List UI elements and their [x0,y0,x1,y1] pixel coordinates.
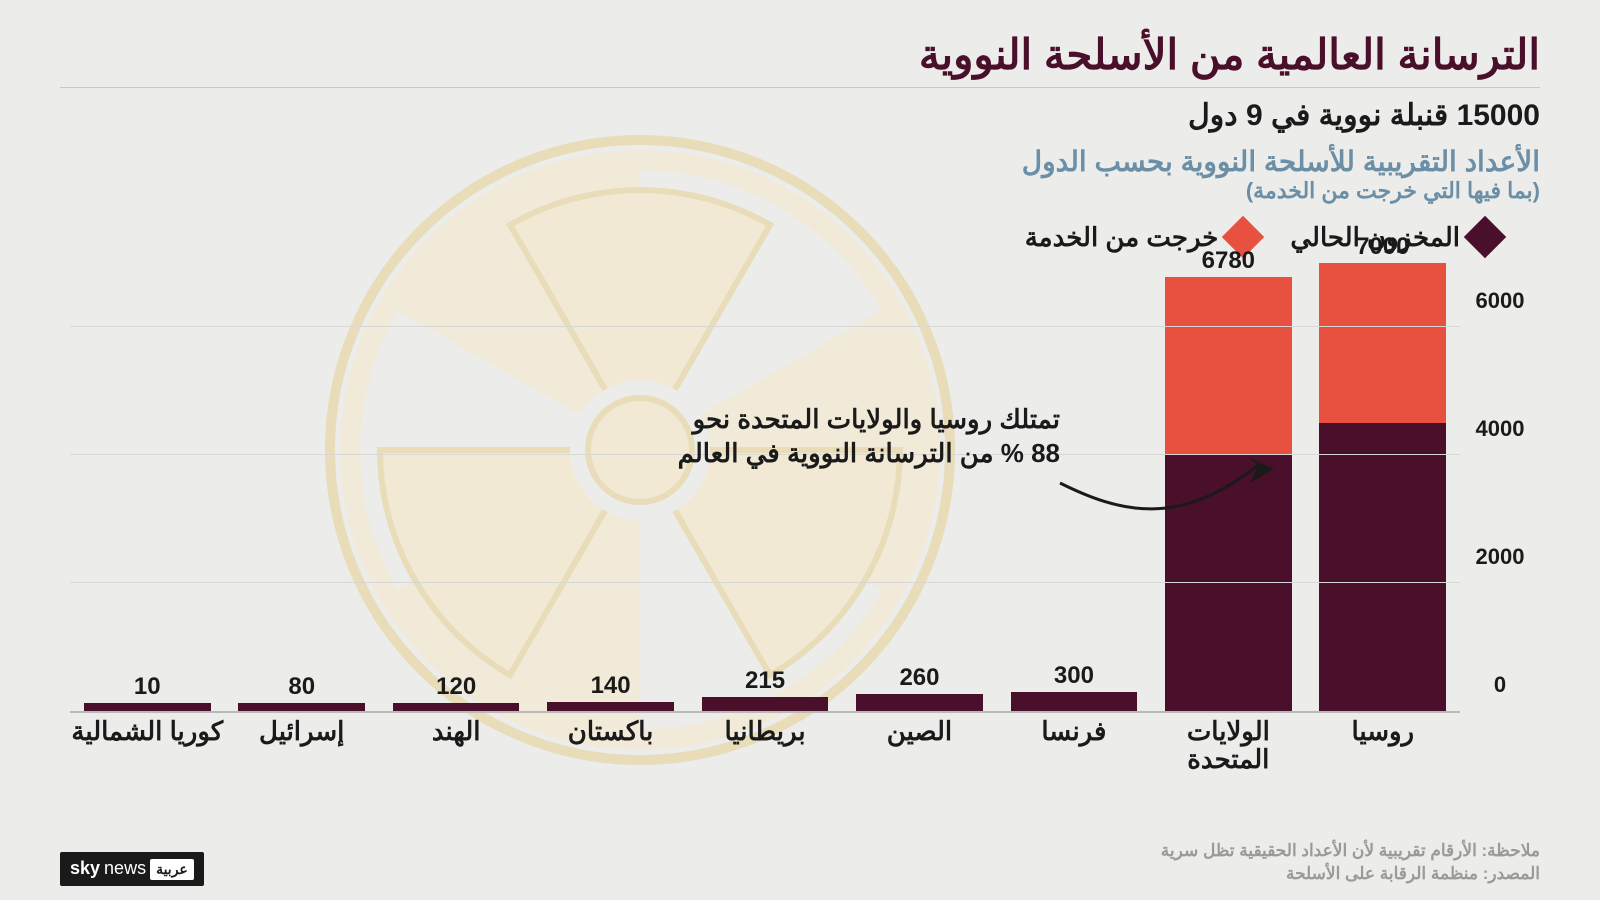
divider [60,87,1540,88]
bar: 7000 [1319,263,1446,711]
bar-value-label: 260 [856,664,983,692]
bar-slot: 6780 [1151,263,1305,711]
bar-value-label: 140 [547,672,674,700]
bar-chart: 70006780 300 260 215 140 120 80 10 0 2000 4000 600… [70,263,1540,773]
subtitle: 15000 قنبلة نووية في 9 دول [60,98,1540,133]
description-line2: (بما فيها التي خرجت من الخدمة) [60,178,1540,204]
bar-segment-current [84,703,211,711]
y-tick-label: 4000 [1470,416,1530,442]
y-tick-label: 6000 [1470,288,1530,314]
annotation-text: تمتلك روسيا والولايات المتحدة نحو 88 % م… [590,403,1060,471]
bar-value-label: 10 [84,673,211,701]
bar-segment-current [393,703,520,711]
bar-value-label: 80 [238,673,365,701]
x-label: روسيا [1306,713,1460,773]
bar: 215 [702,697,829,711]
logo-brand2: news [104,858,146,879]
bar-value-label: 7000 [1319,233,1446,261]
x-label: باكستان [533,713,687,773]
bar: 260 [856,694,983,711]
bar-segment-current [238,703,365,711]
source-logo: sky news عربية [60,852,204,886]
bar: 120 [393,703,520,711]
main-title: الترسانة العالمية من الأسلحة النووية [60,30,1540,79]
x-label: الهند [379,713,533,773]
footer: ملاحظة: الأرقام تقريبية لأن الأعداد الحق… [60,840,1540,886]
x-axis-labels: روسياالولايات المتحدةفرنساالصينبريطانياب… [70,713,1460,773]
bar-segment-current [1165,455,1292,711]
bar-slot: 300 [997,263,1151,711]
bar: 10 [84,703,211,711]
bar-value-label: 215 [702,667,829,695]
bar-slot: 140 [533,263,687,711]
gridline [70,326,1460,327]
swatch-current [1464,216,1506,258]
bar-segment-current [1011,692,1138,711]
bar-value-label: 6780 [1165,247,1292,275]
logo-brand1: sky [70,858,100,879]
x-label: الولايات المتحدة [1151,713,1305,773]
footnote-source: المصدر: منظمة الرقابة على الأسلحة [1161,863,1540,886]
bar-slot: 7000 [1306,263,1460,711]
bar: 6780 [1165,277,1292,711]
bar-segment-current [547,702,674,711]
infographic-container: الترسانة العالمية من الأسلحة النووية 150… [0,0,1600,900]
x-label: الصين [842,713,996,773]
bar: 300 [1011,692,1138,711]
bar-slot: 260 [842,263,996,711]
bar-segment-current [1319,423,1446,711]
description-line1: الأعداد التقريبية للأسلحة النووية بحسب ا… [60,147,1540,178]
bar-slot: 215 [688,263,842,711]
bar: 80 [238,703,365,711]
bar-segment-current [856,694,983,711]
gridline [70,582,1460,583]
logo-suffix: عربية [150,859,194,880]
x-label: فرنسا [997,713,1151,773]
bar: 140 [547,702,674,711]
bar-segment-current [702,697,829,711]
bar-segment-retired [1319,263,1446,423]
bar-value-label: 300 [1011,662,1138,690]
x-label: كوريا الشمالية [70,713,224,773]
bar-segment-retired [1165,277,1292,455]
y-tick-label: 0 [1470,672,1530,698]
bar-slot: 80 [225,263,379,711]
x-label: بريطانيا [688,713,842,773]
plot-area: 700067803002602151401208010 020004000600… [70,263,1460,713]
x-label: إسرائيل [225,713,379,773]
bar-slot: 120 [379,263,533,711]
bars-group: 70006780 300 260 215 140 120 80 10 [70,263,1460,711]
bar-slot: 10 [70,263,224,711]
y-tick-label: 2000 [1470,544,1530,570]
footnote-note: ملاحظة: الأرقام تقريبية لأن الأعداد الحق… [1161,840,1540,863]
footnotes: ملاحظة: الأرقام تقريبية لأن الأعداد الحق… [1161,840,1540,886]
bar-value-label: 120 [393,673,520,701]
